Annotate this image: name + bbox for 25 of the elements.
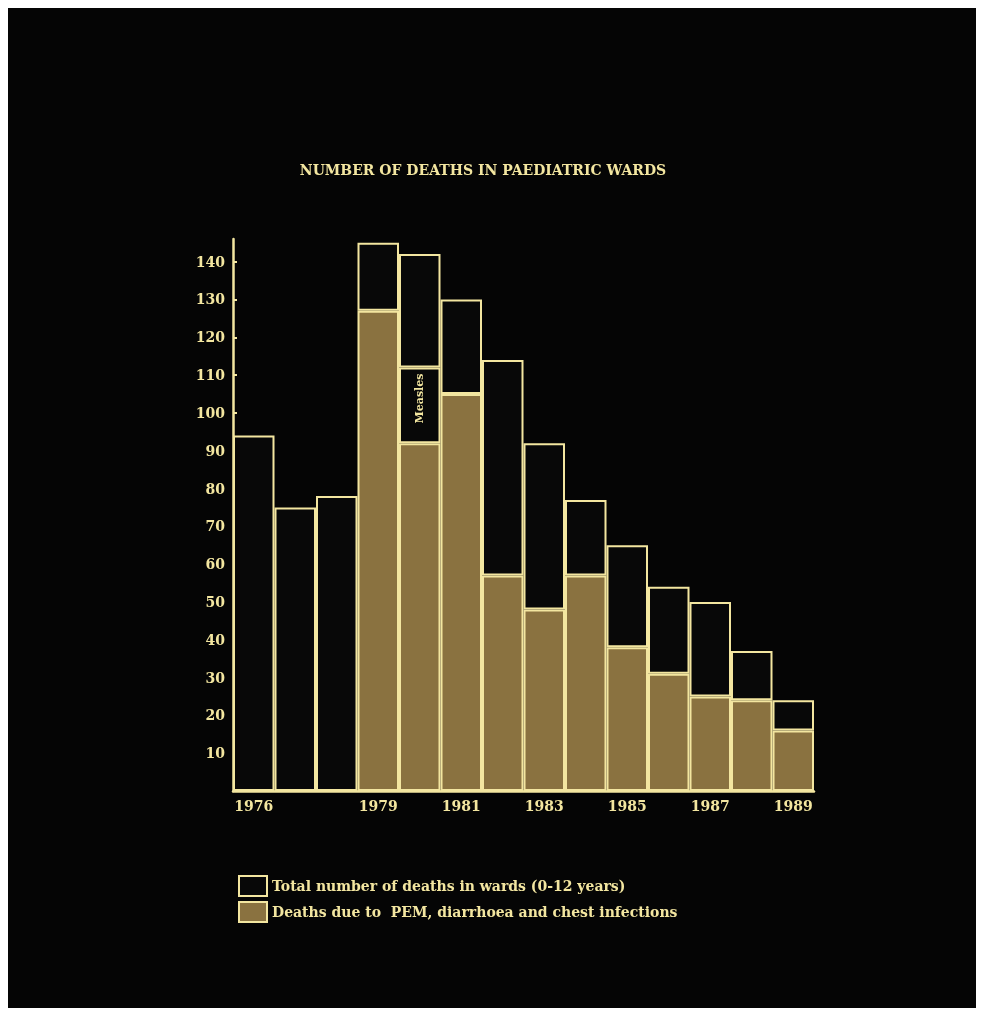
chart-title: NUMBER OF DEATHS IN PAEDIATRIC WARDS [299, 162, 667, 178]
legend-label: Total number of deaths in wards (0-12 years) [272, 878, 626, 894]
series-label: Measles [413, 373, 427, 424]
x-tick-label: 1983 [524, 798, 564, 814]
legend-label: Deaths due to PEM, diarrhoea and chest infections [272, 904, 678, 920]
y-tick-label: 110 [195, 367, 226, 384]
x-tick-label: 1989 [773, 798, 813, 814]
x-tick-label: 1979 [358, 798, 398, 814]
x-tick-label: 1987 [690, 798, 730, 814]
y-tick-label: 140 [195, 253, 226, 270]
y-tick-label: 10 [205, 745, 226, 762]
y-tick-label: 90 [205, 442, 226, 459]
y-tick-label: 100 [195, 404, 226, 421]
y-tick-label: 50 [205, 593, 226, 610]
x-tick-label: 1981 [441, 798, 481, 814]
y-tick-label: 130 [195, 291, 226, 308]
y-tick-label: 80 [205, 480, 226, 497]
y-tick-label: 40 [205, 631, 226, 648]
y-tick-label: 20 [205, 707, 226, 724]
y-tick-label: 120 [195, 329, 226, 346]
y-tick-label: 60 [205, 556, 226, 573]
x-tick-label: 1976 [234, 798, 274, 814]
y-tick-label: 30 [205, 669, 226, 686]
x-tick-label: 1985 [607, 798, 647, 814]
y-tick-label: 70 [205, 518, 226, 535]
